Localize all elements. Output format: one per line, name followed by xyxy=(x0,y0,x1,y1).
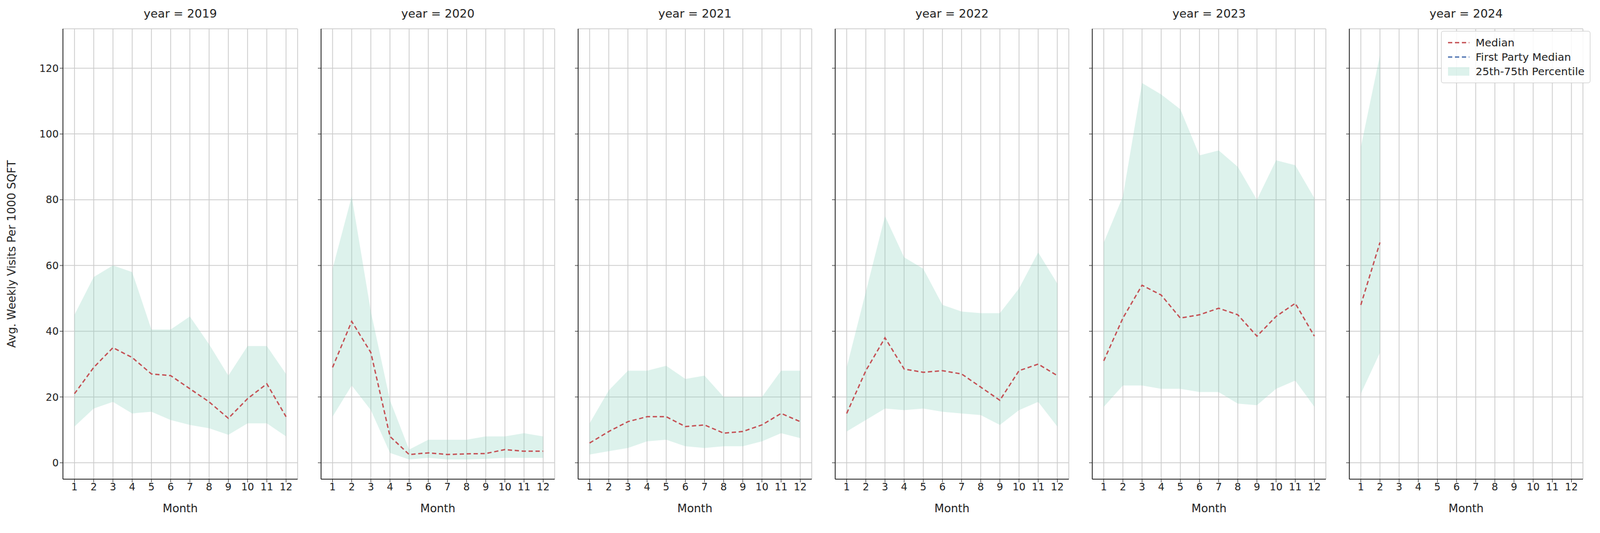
svg-text:9: 9 xyxy=(996,481,1004,493)
svg-text:9: 9 xyxy=(482,481,490,493)
svg-text:4: 4 xyxy=(1414,481,1422,493)
svg-text:Month: Month xyxy=(677,502,713,516)
svg-text:11: 11 xyxy=(517,481,531,493)
svg-text:6: 6 xyxy=(939,481,946,493)
svg-text:2: 2 xyxy=(348,481,355,493)
svg-text:7: 7 xyxy=(958,481,965,493)
svg-text:20: 20 xyxy=(45,391,59,404)
svg-text:9: 9 xyxy=(1510,481,1518,493)
svg-text:5: 5 xyxy=(405,481,413,493)
svg-text:12: 12 xyxy=(1307,481,1321,493)
svg-text:2: 2 xyxy=(1119,481,1126,493)
svg-text:Month: Month xyxy=(934,502,970,516)
svg-text:3: 3 xyxy=(881,481,888,493)
svg-text:11: 11 xyxy=(1288,481,1302,493)
svg-text:4: 4 xyxy=(643,481,651,493)
svg-text:40: 40 xyxy=(45,325,59,338)
svg-text:11: 11 xyxy=(774,481,788,493)
svg-text:6: 6 xyxy=(1196,481,1203,493)
svg-text:5: 5 xyxy=(920,481,927,493)
svg-text:Month: Month xyxy=(1191,502,1227,516)
svg-text:4: 4 xyxy=(386,481,394,493)
svg-text:12: 12 xyxy=(279,481,293,493)
svg-text:2: 2 xyxy=(90,481,98,493)
svg-text:6: 6 xyxy=(682,481,689,493)
svg-text:100: 100 xyxy=(39,128,59,140)
svg-text:11: 11 xyxy=(1031,481,1045,493)
svg-text:9: 9 xyxy=(225,481,232,493)
svg-text:10: 10 xyxy=(1526,481,1540,493)
svg-text:6: 6 xyxy=(1453,481,1460,493)
svg-text:4: 4 xyxy=(900,481,908,493)
svg-text:1: 1 xyxy=(1100,481,1107,493)
svg-text:10: 10 xyxy=(1012,481,1026,493)
svg-text:Month: Month xyxy=(162,502,198,516)
svg-text:6: 6 xyxy=(167,481,174,493)
svg-text:10: 10 xyxy=(241,481,254,493)
svg-text:7: 7 xyxy=(186,481,194,493)
html-text:year = 2020: year = 2020 xyxy=(401,6,475,21)
html-text:25th-75th Percentile: 25th-75th Percentile xyxy=(1475,65,1585,78)
svg-text:3: 3 xyxy=(1395,481,1403,493)
svg-text:5: 5 xyxy=(148,481,155,493)
svg-text:3: 3 xyxy=(109,481,117,493)
svg-text:8: 8 xyxy=(1491,481,1499,493)
svg-text:6: 6 xyxy=(425,481,432,493)
svg-text:9: 9 xyxy=(1253,481,1261,493)
svg-text:7: 7 xyxy=(1472,481,1479,493)
html-text:year = 2019: year = 2019 xyxy=(143,6,217,21)
html-text:year = 2023: year = 2023 xyxy=(1172,6,1246,21)
svg-text:60: 60 xyxy=(45,259,59,272)
svg-text:8: 8 xyxy=(205,481,213,493)
html-text:year = 2022: year = 2022 xyxy=(915,6,989,21)
html-text:year = 2024: year = 2024 xyxy=(1429,6,1503,21)
svg-text:80: 80 xyxy=(45,193,59,206)
svg-text:1: 1 xyxy=(71,481,78,493)
svg-text:8: 8 xyxy=(1234,481,1242,493)
svg-text:12: 12 xyxy=(793,481,807,493)
svg-text:3: 3 xyxy=(367,481,374,493)
svg-text:2: 2 xyxy=(862,481,869,493)
svg-text:7: 7 xyxy=(1215,481,1222,493)
svg-text:9: 9 xyxy=(739,481,747,493)
svg-text:120: 120 xyxy=(39,62,59,75)
html-text:First Party Median: First Party Median xyxy=(1475,50,1572,64)
svg-text:4: 4 xyxy=(1157,481,1165,493)
svg-text:2: 2 xyxy=(1376,481,1383,493)
html-text:year = 2021: year = 2021 xyxy=(658,6,732,21)
svg-text:8: 8 xyxy=(720,481,727,493)
svg-text:5: 5 xyxy=(662,481,670,493)
svg-text:12: 12 xyxy=(536,481,550,493)
svg-text:10: 10 xyxy=(755,481,769,493)
svg-text:8: 8 xyxy=(977,481,984,493)
svg-text:2: 2 xyxy=(605,481,612,493)
svg-text:3: 3 xyxy=(624,481,631,493)
svg-text:7: 7 xyxy=(701,481,708,493)
svg-text:11: 11 xyxy=(1545,481,1559,493)
svg-text:12: 12 xyxy=(1050,481,1064,493)
svg-text:1: 1 xyxy=(329,481,336,493)
svg-text:10: 10 xyxy=(498,481,512,493)
svg-text:5: 5 xyxy=(1434,481,1441,493)
svg-text:0: 0 xyxy=(52,457,59,469)
svg-text:4: 4 xyxy=(129,481,136,493)
html-text:Median: Median xyxy=(1475,36,1515,50)
svg-text:Avg. Weekly Visits Per 1000 SQ: Avg. Weekly Visits Per 1000 SQFT xyxy=(5,160,19,348)
svg-text:1: 1 xyxy=(586,481,593,493)
svg-text:Month: Month xyxy=(420,502,456,516)
svg-text:Month: Month xyxy=(1448,502,1484,516)
svg-text:10: 10 xyxy=(1269,481,1283,493)
svg-text:12: 12 xyxy=(1564,481,1578,493)
svg-text:1: 1 xyxy=(1357,481,1364,493)
svg-text:3: 3 xyxy=(1138,481,1146,493)
svg-text:8: 8 xyxy=(463,481,470,493)
svg-text:5: 5 xyxy=(1177,481,1184,493)
svg-text:11: 11 xyxy=(260,481,274,493)
svg-text:7: 7 xyxy=(444,481,451,493)
svg-text:1: 1 xyxy=(843,481,850,493)
